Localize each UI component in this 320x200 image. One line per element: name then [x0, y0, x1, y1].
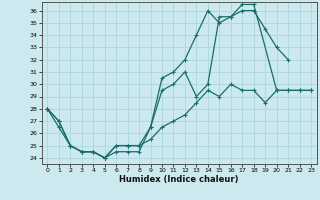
- X-axis label: Humidex (Indice chaleur): Humidex (Indice chaleur): [119, 175, 239, 184]
